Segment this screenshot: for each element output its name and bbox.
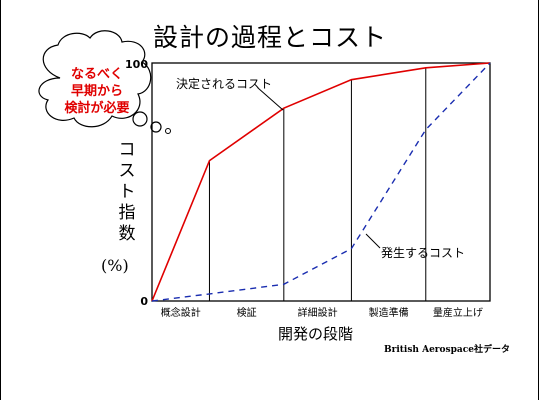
y-label-char: ト (118, 182, 136, 202)
stage-dividers (208, 67, 427, 301)
y-label-char: コ (118, 140, 136, 160)
page-title: 設計の過程とコスト (152, 23, 387, 52)
decided-cost-label: 決定されるコスト (176, 77, 273, 91)
source-note: British Aerospace社データ (384, 345, 510, 355)
thought-bubble-dot-small (165, 128, 171, 134)
y-axis-unit: (%) (101, 256, 129, 275)
y-label-char: ス (118, 161, 136, 181)
thought-bubble-dot-large (132, 111, 148, 127)
bubble-message: なるべく 早期から 検討が必要 (48, 66, 146, 117)
decided-cost-leader (257, 87, 284, 111)
x-axis-label: 開発の段階 (278, 325, 354, 343)
y-tick-label-0: 0 (140, 295, 148, 308)
bubble-line-1: なるべく (70, 67, 123, 82)
x-tick-label: 概念設計 (161, 306, 201, 319)
incurred-cost-leader (365, 233, 381, 249)
plot-area (151, 62, 491, 302)
y-label-char: 数 (118, 224, 136, 244)
slide-border-left (0, 0, 1, 400)
x-tick-label: 製造準備 (369, 306, 409, 319)
y-label-char: 指 (118, 203, 136, 223)
slide-border-right (538, 0, 539, 400)
incurred-cost-label: 発生するコスト (381, 246, 466, 260)
decided-cost-line (151, 62, 491, 302)
x-tick-label: 量産立上げ (433, 306, 483, 319)
thought-bubble (38, 30, 152, 128)
x-tick-labels: 概念設計 検証 詳細設計 製造準備 量産立上げ (161, 306, 483, 319)
bubble-line-3: 検討が必要 (64, 101, 130, 116)
thought-bubble-dot-medium (150, 121, 162, 133)
y-tick-label-100: 100 (125, 58, 148, 71)
y-axis-label: コ ス ト 指 数 (116, 140, 138, 245)
x-tick-label: 検証 (237, 306, 257, 319)
incurred-cost-line (151, 62, 491, 302)
x-tick-label: 詳細設計 (298, 306, 338, 319)
bubble-line-2: 早期から (70, 84, 123, 99)
